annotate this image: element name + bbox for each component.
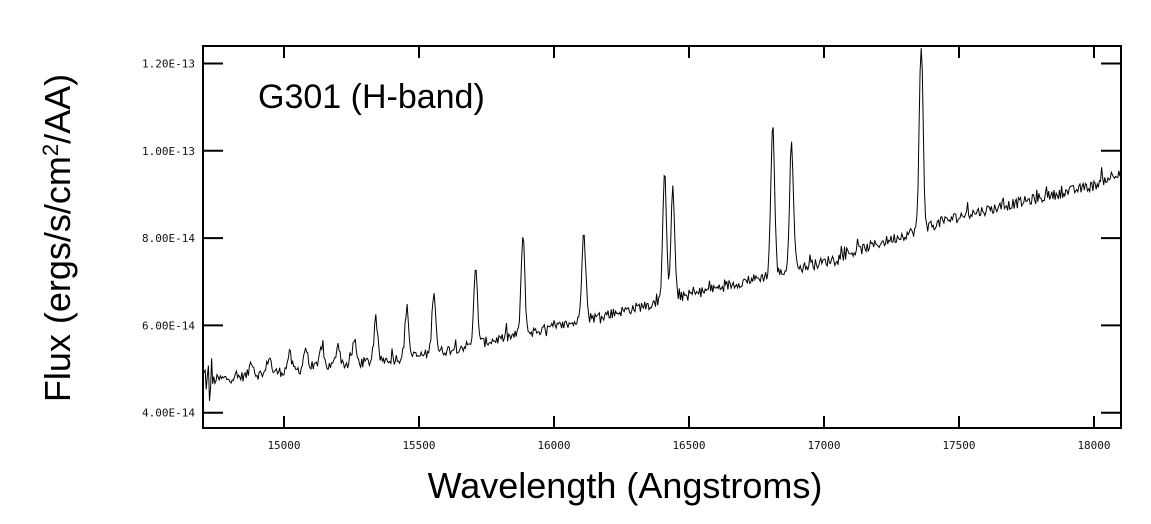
plot-frame <box>202 45 1122 429</box>
y-tick-label: 1.00E-13 <box>142 145 195 158</box>
x-tick-label: 16000 <box>537 439 570 452</box>
x-tick-label: 17500 <box>942 439 975 452</box>
svg-text:Flux (ergs/s/cm2/AA): Flux (ergs/s/cm2/AA) <box>37 74 78 402</box>
chart-title: G301 (H-band) <box>258 78 485 116</box>
x-axis-label: Wavelength (Angstroms) <box>428 465 823 506</box>
y-tick-label: 1.20E-13 <box>142 57 195 70</box>
x-tick-label: 16500 <box>672 439 705 452</box>
y-axis-label-main: Flux (ergs/s/cm <box>37 156 78 402</box>
y-axis-label: Flux (ergs/s/cm2/AA) <box>37 74 78 402</box>
y-tick-label: 4.00E-14 <box>142 407 195 420</box>
spectrum-series-line <box>202 48 1122 401</box>
y-axis-label-superscript: 2 <box>38 144 63 156</box>
x-tick-label: 15500 <box>402 439 435 452</box>
x-tick-label: 15000 <box>267 439 300 452</box>
y-tick-label: 8.00E-14 <box>142 232 195 245</box>
y-tick-label: 6.00E-14 <box>142 319 195 332</box>
x-tick-label: 18000 <box>1077 439 1110 452</box>
y-axis-label-tail: /AA) <box>37 74 78 144</box>
x-tick-label: 17000 <box>807 439 840 452</box>
